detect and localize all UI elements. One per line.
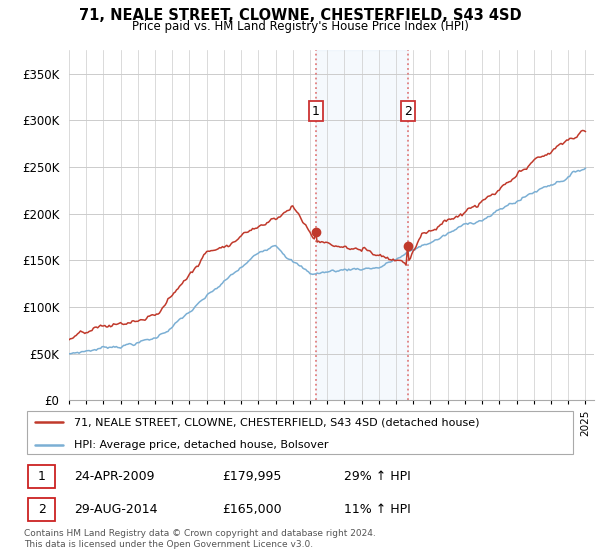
Text: £179,995: £179,995: [223, 470, 282, 483]
Text: 29-AUG-2014: 29-AUG-2014: [74, 503, 157, 516]
Text: HPI: Average price, detached house, Bolsover: HPI: Average price, detached house, Bols…: [74, 440, 328, 450]
Text: 1: 1: [38, 470, 46, 483]
Text: 1: 1: [312, 105, 320, 118]
Text: £165,000: £165,000: [223, 503, 283, 516]
FancyBboxPatch shape: [28, 465, 55, 488]
Text: 71, NEALE STREET, CLOWNE, CHESTERFIELD, S43 4SD: 71, NEALE STREET, CLOWNE, CHESTERFIELD, …: [79, 8, 521, 24]
Text: 2: 2: [38, 503, 46, 516]
Text: 71, NEALE STREET, CLOWNE, CHESTERFIELD, S43 4SD (detached house): 71, NEALE STREET, CLOWNE, CHESTERFIELD, …: [74, 417, 479, 427]
FancyBboxPatch shape: [27, 411, 573, 454]
Text: Price paid vs. HM Land Registry's House Price Index (HPI): Price paid vs. HM Land Registry's House …: [131, 20, 469, 32]
FancyBboxPatch shape: [28, 498, 55, 521]
Text: 11% ↑ HPI: 11% ↑ HPI: [344, 503, 411, 516]
Bar: [316, 50, 407, 400]
Text: 2: 2: [404, 105, 412, 118]
Text: Contains HM Land Registry data © Crown copyright and database right 2024.
This d: Contains HM Land Registry data © Crown c…: [24, 529, 376, 549]
Text: 24-APR-2009: 24-APR-2009: [74, 470, 154, 483]
Text: 29% ↑ HPI: 29% ↑ HPI: [344, 470, 411, 483]
